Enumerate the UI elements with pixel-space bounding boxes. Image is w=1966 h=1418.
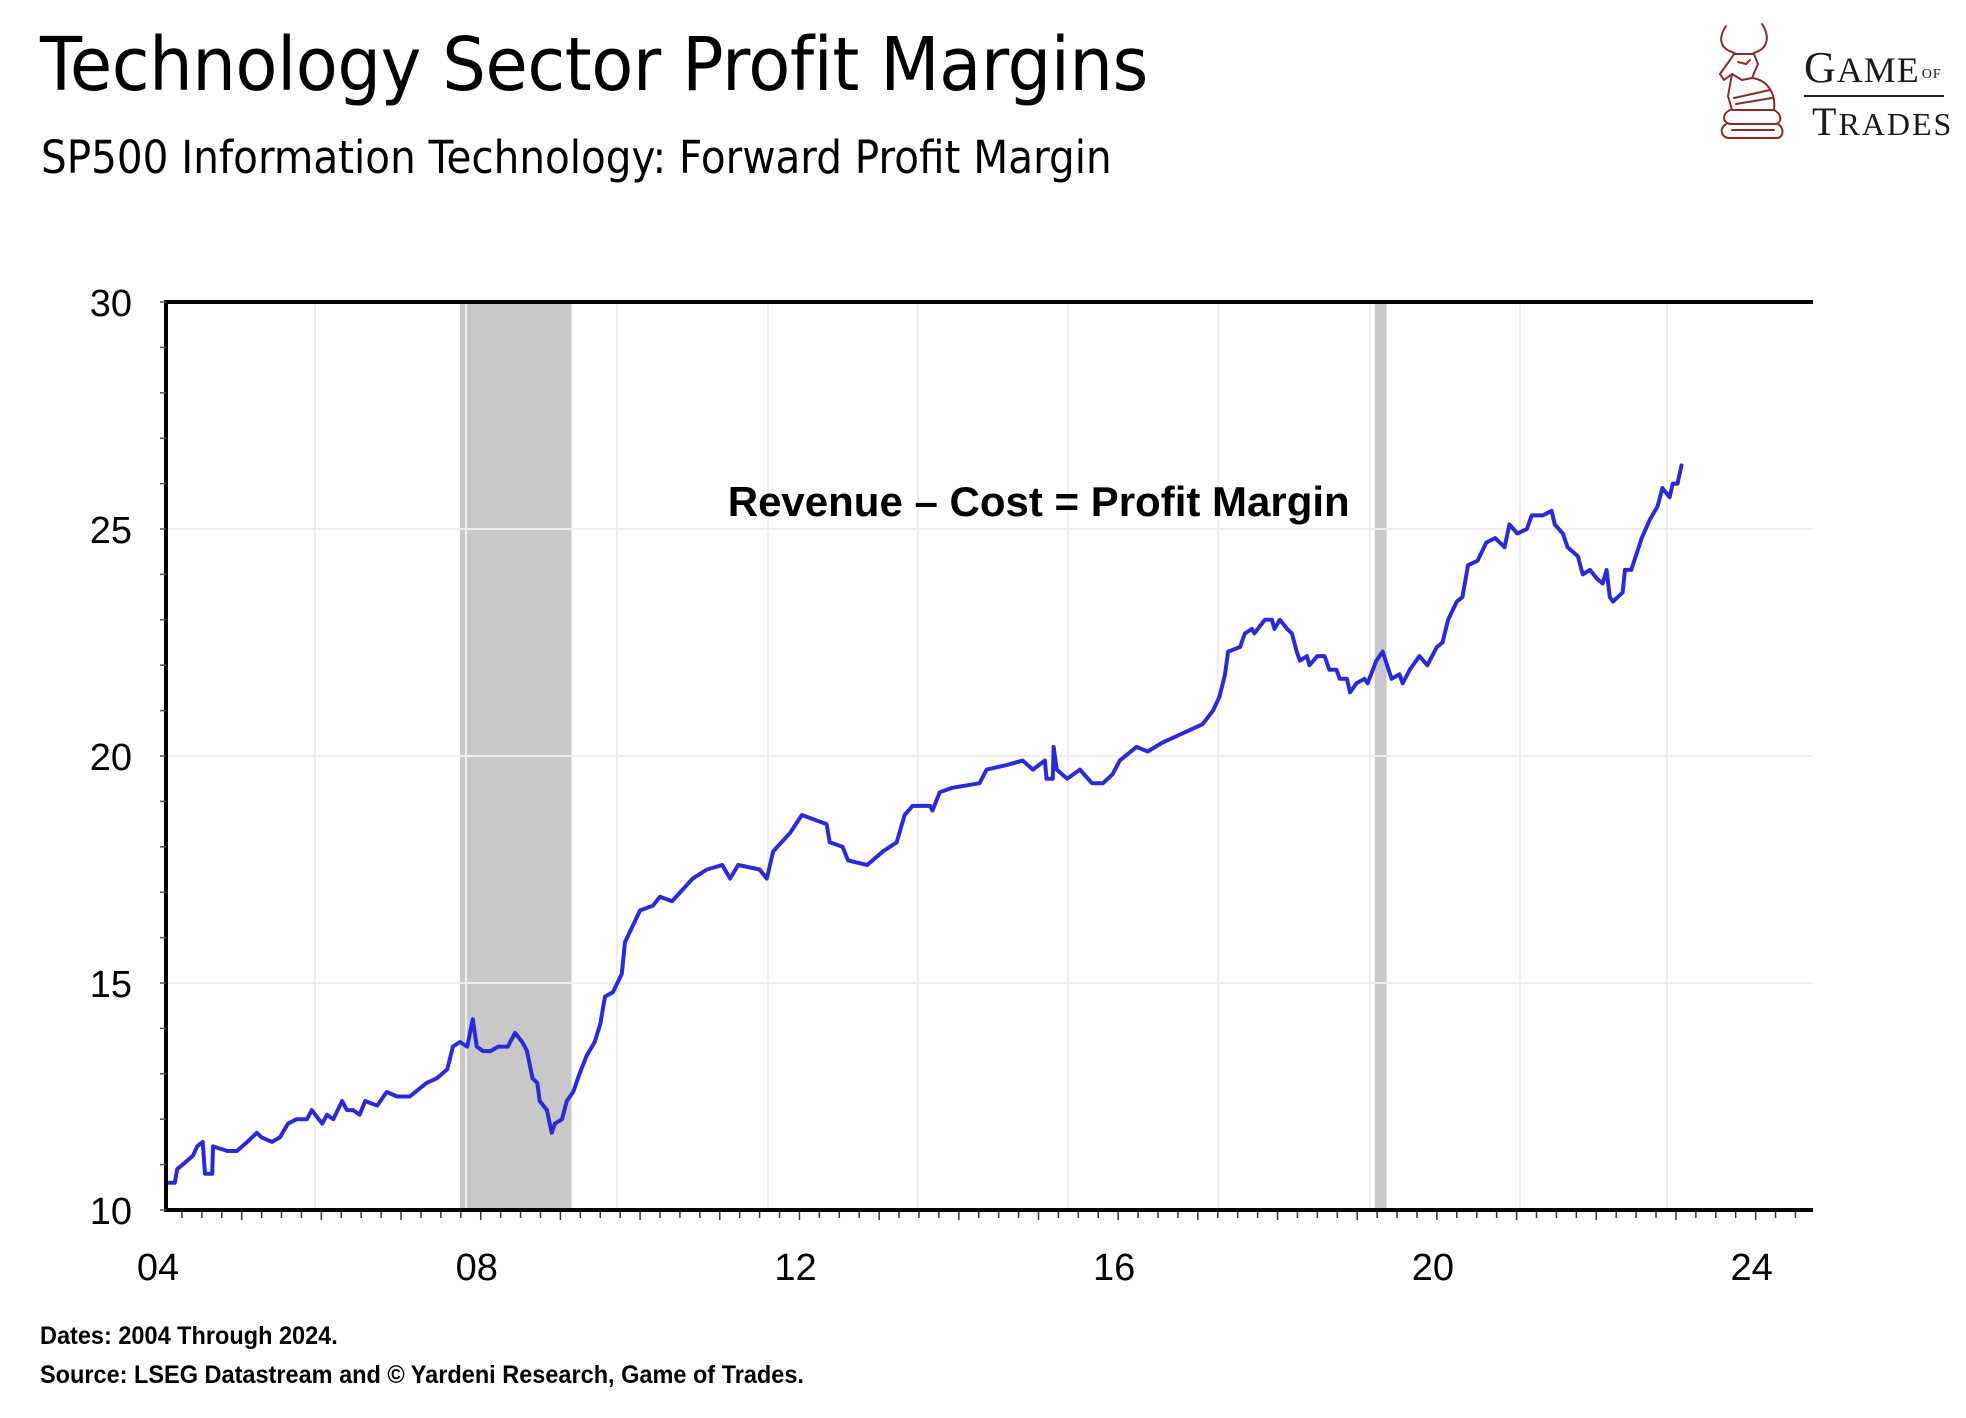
- footnote-dates: Dates: 2004 Through 2024.: [40, 1322, 338, 1350]
- logo-word-of: OF: [1921, 67, 1942, 82]
- chart-annotation: Revenue – Cost = Profit Margin: [728, 478, 1350, 525]
- logo-wordmark: GAME OF: [1804, 46, 1942, 90]
- x-tick-label: 20: [1412, 1247, 1454, 1289]
- logo-divider: [1804, 95, 1944, 97]
- ticks-layer: 10 15 20 25 30 04 08 12 16 20 24: [90, 283, 1797, 1289]
- bull-chess-knight-icon: [1719, 23, 1784, 139]
- logo-word-rades: RADES: [1838, 106, 1954, 142]
- logo-initial-t: T: [1812, 99, 1839, 144]
- chart-title: Technology Sector Profit Margins: [40, 22, 1148, 108]
- logo-word-ame: AME: [1836, 50, 1920, 90]
- logo-initial-g: G: [1804, 43, 1837, 92]
- x-tick-label: 08: [456, 1247, 498, 1289]
- y-tick-label: 10: [90, 1191, 132, 1233]
- x-tick-label: 16: [1093, 1247, 1135, 1289]
- y-tick-label: 25: [90, 510, 132, 552]
- y-tick-label: 30: [90, 283, 132, 325]
- x-tick-label: 04: [137, 1247, 179, 1289]
- x-tick-label: 12: [774, 1247, 816, 1289]
- footnote-source: Source: LSEG Datastream and © Yardeni Re…: [40, 1361, 804, 1389]
- gridlines-layer: [166, 302, 1813, 1210]
- y-tick-label: 20: [90, 737, 132, 779]
- series-layer: [164, 463, 1684, 1185]
- game-of-trades-logo: GAME OF TRADES: [1712, 18, 1952, 146]
- y-tick-label: 15: [90, 964, 132, 1006]
- logo-line-trades: TRADES: [1812, 98, 1953, 145]
- x-tick-label: 24: [1730, 1247, 1772, 1289]
- chart-subtitle: SP500 Information Technology: Forward Pr…: [41, 131, 1112, 184]
- series-line-0: [164, 463, 1684, 1185]
